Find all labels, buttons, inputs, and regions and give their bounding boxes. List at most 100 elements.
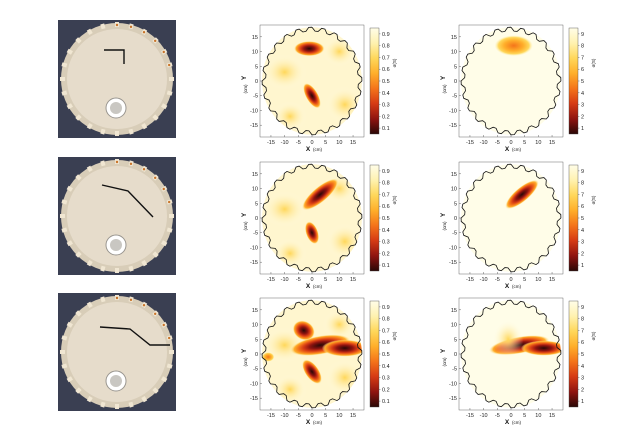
- x-tick-label: -10: [281, 277, 289, 283]
- conductivity-field: [461, 300, 561, 408]
- specimen-photo-row-1: [58, 20, 176, 138]
- x-tick-label: 5: [324, 140, 327, 146]
- hot-spot: [301, 178, 339, 211]
- colorbar-tick-label: 4: [581, 228, 584, 234]
- y-tick-label: -15: [250, 123, 258, 129]
- colorbar: [369, 164, 380, 272]
- crack-line: [104, 49, 125, 64]
- x-axis-label: X: [306, 283, 311, 290]
- colorbar-tick-label: 0.4: [382, 91, 390, 97]
- x-tick-label: -10: [480, 413, 488, 419]
- x-axis-label: X: [306, 146, 311, 153]
- y-tick-label: 0: [454, 79, 457, 85]
- y-axis-label: Y: [440, 348, 447, 353]
- x-tick-label: -5: [495, 140, 500, 146]
- colorbar-tick-label: 5: [581, 79, 584, 85]
- colorbar-tick-label: 1: [581, 126, 584, 132]
- y-tick-label: 5: [255, 64, 258, 70]
- y-tick-label: -5: [253, 367, 258, 373]
- y-tick-label: 5: [255, 337, 258, 343]
- y-tick-label: 0: [255, 216, 258, 222]
- y-axis-unit: (cm): [442, 357, 447, 366]
- y-tick-label: -10: [449, 108, 457, 114]
- colorbar-tick-label: 1: [581, 263, 584, 269]
- y-axis-unit: (cm): [243, 221, 248, 230]
- y-axis-unit: (cm): [442, 84, 447, 93]
- hole-inner: [110, 375, 122, 387]
- colorbar: [369, 300, 380, 408]
- x-tick-label: 5: [324, 277, 327, 283]
- hole-inner: [110, 239, 122, 251]
- x-tick-label: 5: [523, 413, 526, 419]
- colorbar-tick-label: 3: [581, 103, 584, 109]
- y-tick-label: -15: [250, 260, 258, 266]
- x-tick-label: 0: [310, 277, 313, 283]
- colorbar-tick-label: 8: [581, 44, 584, 50]
- x-tick-label: -5: [296, 277, 301, 283]
- colorbar-tick-label: 0.5: [382, 79, 390, 85]
- colorbar: [568, 27, 579, 135]
- colorbar-tick-label: 0.1: [382, 399, 390, 405]
- boundary-outline: [460, 26, 562, 136]
- y-tick-label: -5: [452, 367, 457, 373]
- colorbar-tick-label: 2: [581, 387, 584, 393]
- y-tick-label: -10: [250, 245, 258, 251]
- colorbar-tick-label: 0.7: [382, 55, 390, 61]
- colorbar: [568, 300, 579, 408]
- y-axis-label: Y: [440, 75, 447, 80]
- conductivity-field: [262, 27, 362, 135]
- colorbar-unit: σ(S): [392, 331, 397, 340]
- colorbar-tick-label: 3: [581, 240, 584, 246]
- hot-spot: [304, 221, 320, 245]
- x-tick-label: 10: [336, 277, 342, 283]
- colorbar-tick-label: 0.6: [382, 340, 390, 346]
- y-tick-label: -10: [250, 381, 258, 387]
- y-tick-label: -5: [253, 231, 258, 237]
- colorbar-tick-label: 0.3: [382, 240, 390, 246]
- conductivity-map-row-2-col-1: -15 -10 -5 0 5 10 15 15 10 5 0 -5 -10 -15 X (cm) Y (cm) 0.…: [218, 154, 408, 290]
- colorbar-tick-label: 0.2: [382, 387, 390, 393]
- colorbar-tick-label: 5: [581, 352, 584, 358]
- conductivity-map-row-1-col-1: -15 -10 -5 0 5 10 15 15 10 5 0 -5 -10 -15 X (cm) Y (cm) 0.…: [218, 17, 408, 153]
- x-tick-label: 15: [549, 140, 555, 146]
- y-tick-label: 0: [255, 352, 258, 358]
- y-tick-label: -5: [452, 231, 457, 237]
- x-tick-label: 5: [523, 277, 526, 283]
- colorbar-tick-label: 8: [581, 317, 584, 323]
- y-tick-label: 5: [454, 64, 457, 70]
- hot-spot: [302, 359, 322, 384]
- y-tick-label: 15: [451, 35, 457, 41]
- y-tick-label: 10: [451, 323, 457, 329]
- colorbar-tick-label: 9: [581, 169, 584, 175]
- plate: [67, 166, 167, 266]
- colorbar-tick-label: 0.8: [382, 181, 390, 187]
- colorbar-tick-label: 7: [581, 55, 584, 61]
- x-tick-label: 10: [535, 413, 541, 419]
- colorbar-tick-label: 0.7: [382, 192, 390, 198]
- x-tick-label: 15: [549, 413, 555, 419]
- y-axis-label: Y: [241, 348, 248, 353]
- colorbar-tick-label: 6: [581, 340, 584, 346]
- x-axis-unit: (cm): [313, 147, 322, 152]
- colorbar-unit: σ(S): [392, 58, 397, 67]
- y-tick-label: 5: [454, 201, 457, 207]
- y-tick-label: -10: [449, 245, 457, 251]
- photo-drawing: [58, 293, 176, 411]
- x-tick-label: -10: [480, 140, 488, 146]
- plate: [67, 302, 167, 402]
- conductivity-map-row-2-col-2: -15 -10 -5 0 5 10 15 15 10 5 0 -5 -10 -15 X (cm) Y (cm) 9 8…: [417, 154, 607, 290]
- hot-spot: [292, 320, 315, 341]
- y-tick-label: 15: [252, 35, 258, 41]
- photo-drawing: [58, 157, 176, 275]
- conductivity-field: [262, 164, 362, 272]
- colorbar-tick-label: 6: [581, 204, 584, 210]
- plate: [67, 29, 167, 129]
- boundary-outline: [261, 26, 363, 136]
- colorbar-tick-label: 0.4: [382, 364, 390, 370]
- colorbar-unit: σ(S): [591, 58, 596, 67]
- x-tick-label: -15: [267, 413, 275, 419]
- colorbar-tick-label: 0.3: [382, 376, 390, 382]
- conductivity-field: [461, 27, 561, 135]
- colorbar-tick-label: 0.8: [382, 44, 390, 50]
- conductivity-map-row-3-col-1: -15 -10 -5 0 5 10 15 15 10 5 0 -5 -10 -15 X (cm) Y (cm) 0.…: [218, 290, 408, 426]
